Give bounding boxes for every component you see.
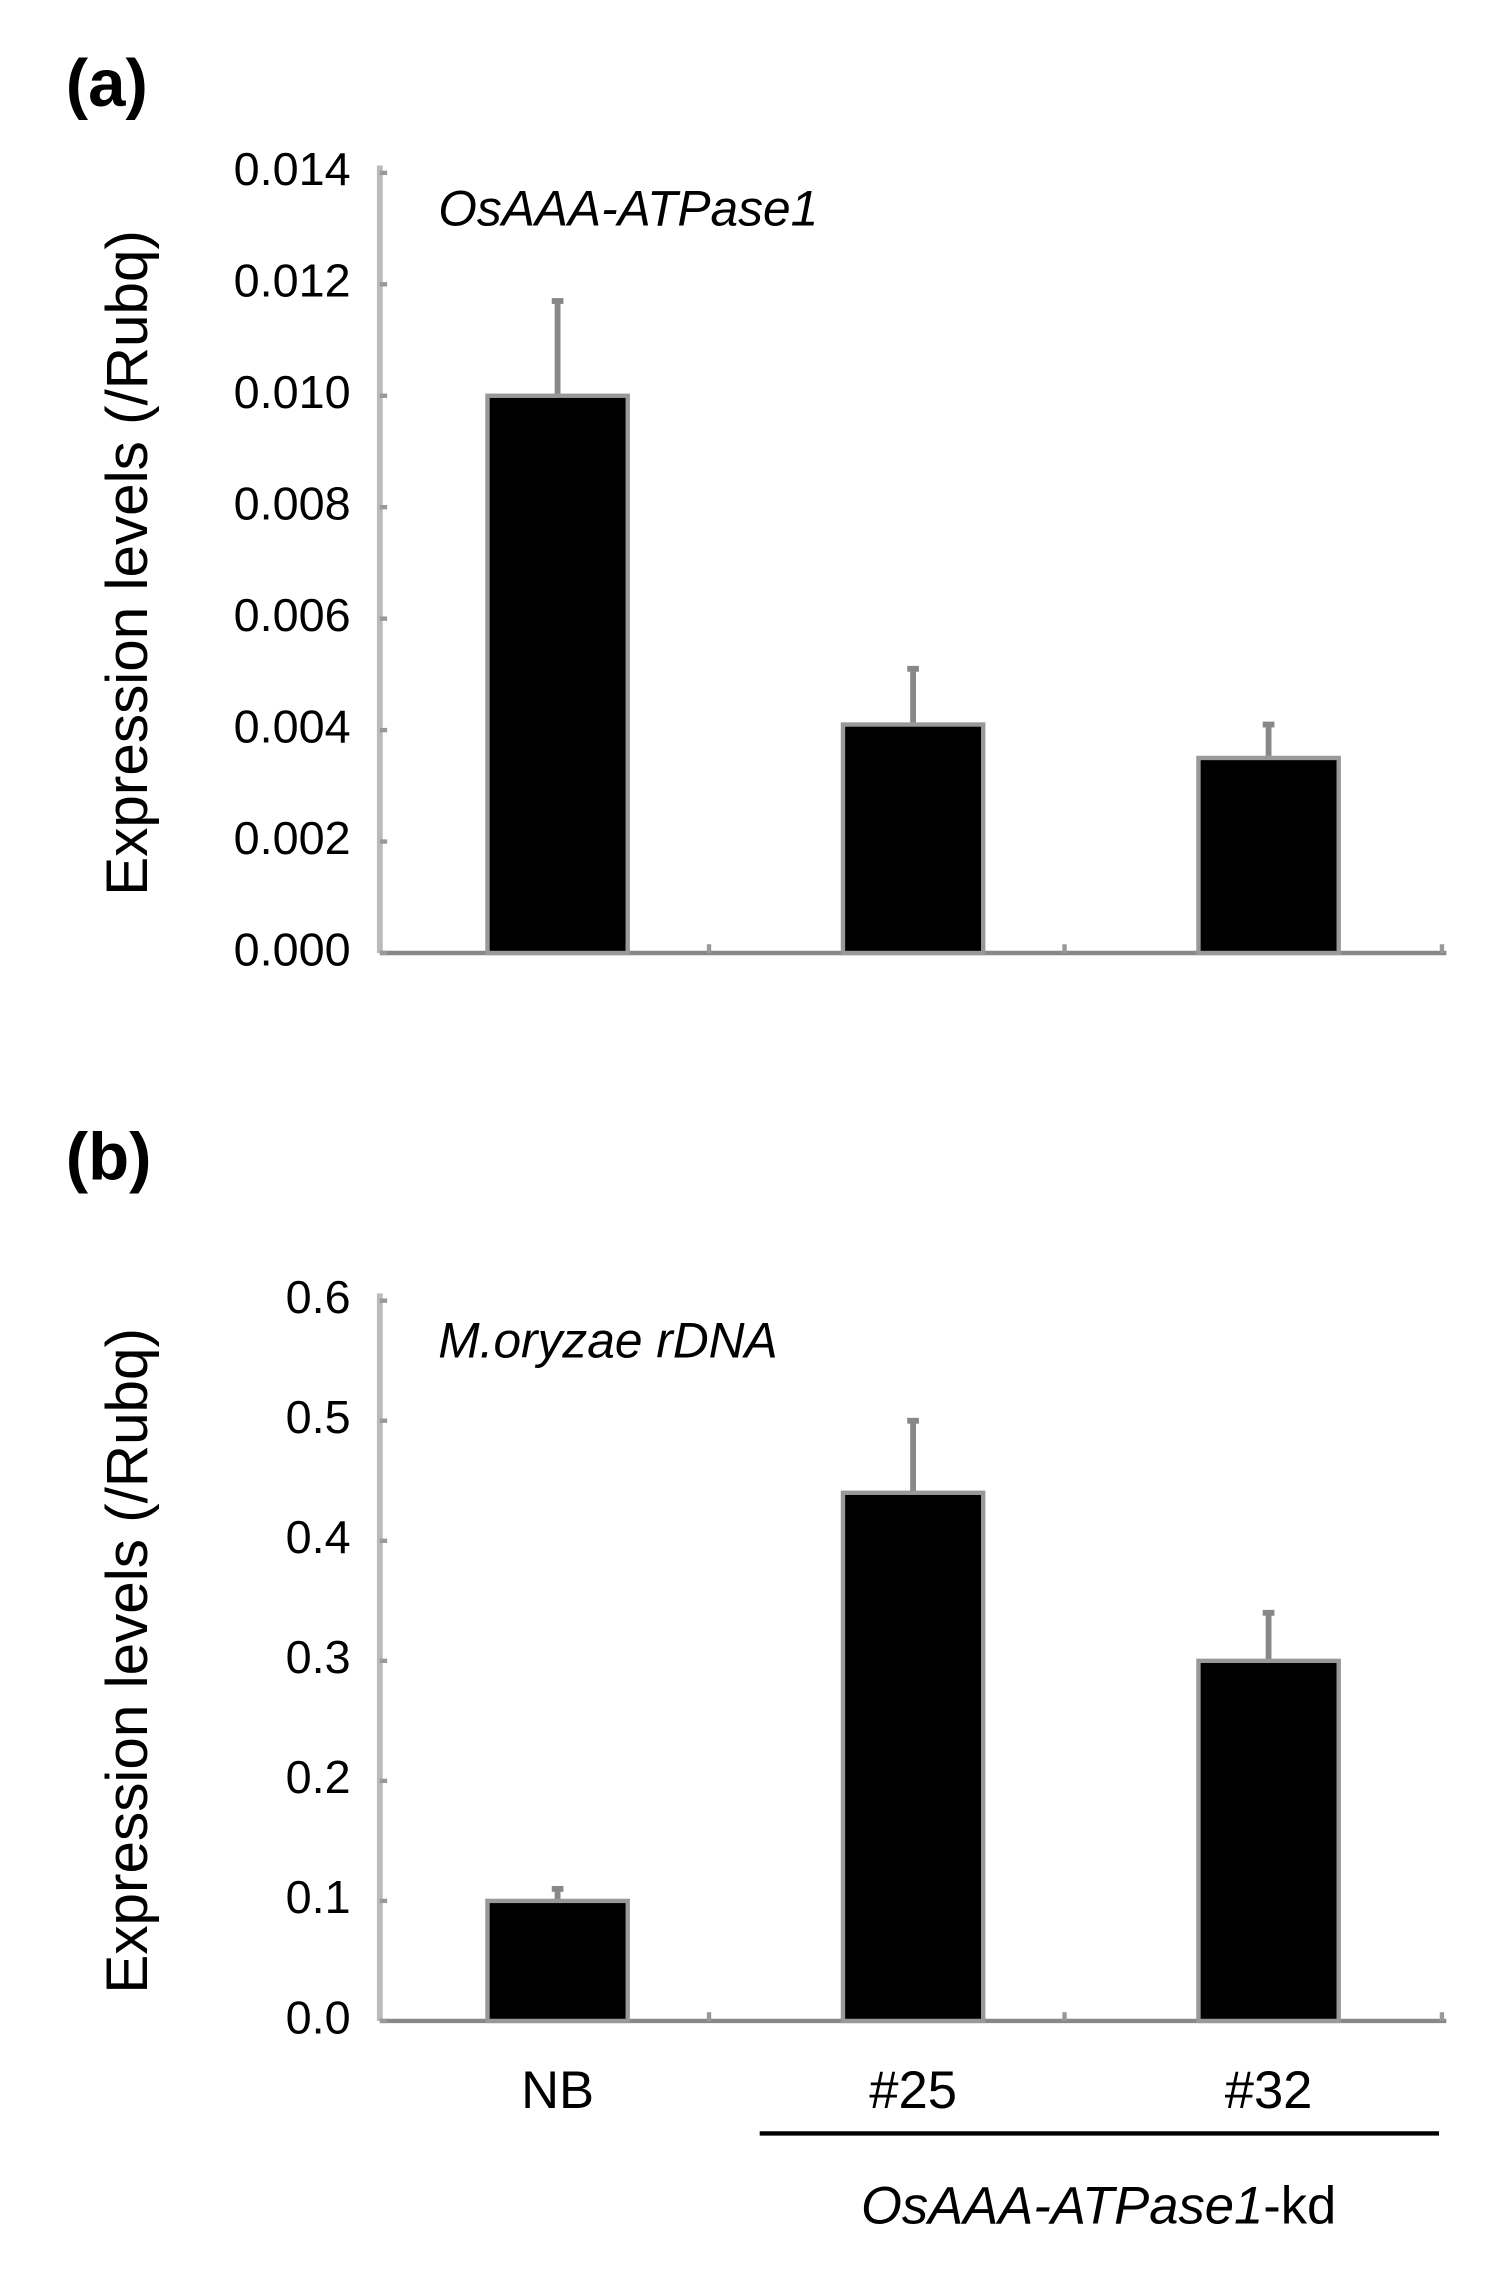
chart-title: M.oryzae rDNA [438,1313,777,1369]
x-tick-label: #25 [869,2061,957,2120]
group-label-part: OsAAA-ATPase1 [861,2176,1263,2235]
y-tick-label: 0.2 [286,1751,351,1803]
bar [1196,1658,1341,2024]
panel-label: (b) [66,1120,152,1195]
y-tick-label: 0.3 [286,1631,351,1683]
y-axis-label: Expression levels (/Rubq) [95,1328,160,1994]
y-tick-label: 0.4 [286,1511,351,1563]
y-axis-label: Expression levels (/Rubq) [95,230,160,896]
y-tick-label: 0.6 [286,1271,351,1323]
y-tick-label: 0.014 [234,143,351,195]
y-tick-label: 0.5 [286,1391,351,1443]
bar [840,722,986,956]
panel-label: (a) [66,46,148,121]
x-tick-label: #32 [1225,2061,1313,2120]
y-tick-label: 0.010 [234,366,351,418]
group-label: OsAAA-ATPase1-kd [861,2176,1336,2235]
y-tick-label: 0.006 [234,589,351,641]
y-tick-label: 0.008 [234,478,351,530]
bar [840,1490,986,2024]
bar [485,393,630,956]
y-tick-label: 0.000 [234,923,351,975]
y-tick-label: 0.1 [286,1871,351,1923]
y-tick-label: 0.0 [286,1991,351,2043]
bar [485,1898,630,2024]
y-tick-label: 0.002 [234,812,351,864]
y-tick-label: 0.004 [234,700,351,752]
y-tick-label: 0.012 [234,255,351,307]
bar [1196,755,1341,956]
chart-title: OsAAA-ATPase1 [438,180,818,236]
group-label-part: -kd [1263,2176,1336,2235]
x-tick-label: NB [521,2061,594,2120]
